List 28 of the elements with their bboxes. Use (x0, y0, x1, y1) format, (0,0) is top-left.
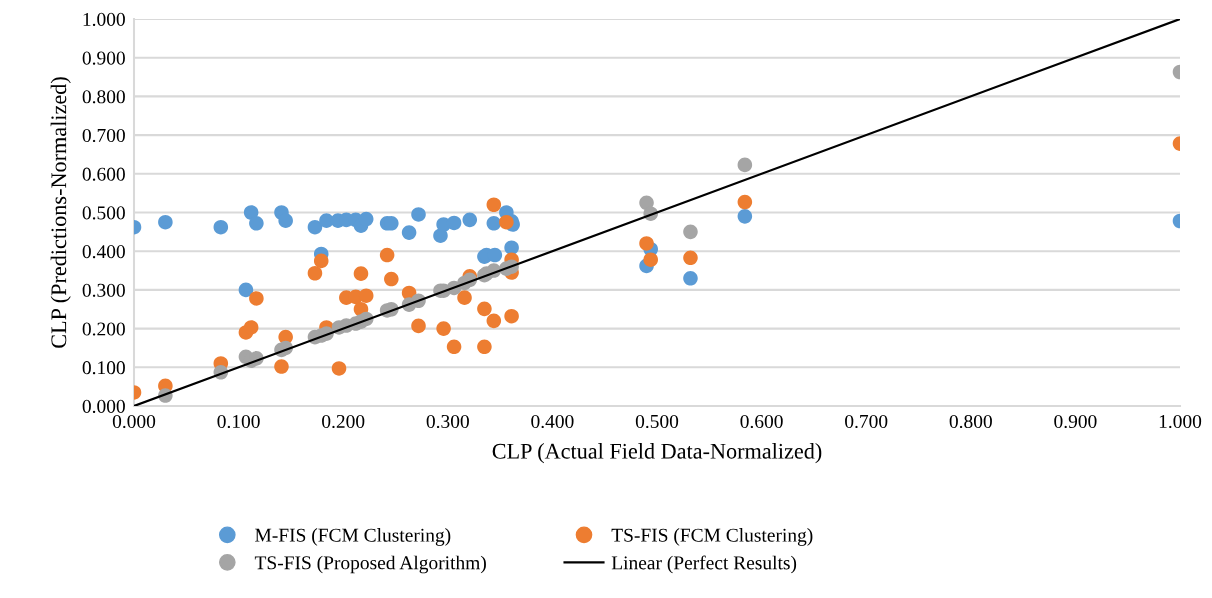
y-tick-label: 0.600 (82, 167, 125, 181)
x-tick-label: 0.100 (217, 414, 260, 429)
y-tick-label: 1.000 (83, 12, 125, 27)
x-tick-label: 0.000 (112, 414, 156, 429)
y-tick-label: 0.500 (82, 206, 125, 220)
y-tick-label: 0.000 (82, 399, 125, 414)
x-tick-label: 0.700 (845, 414, 888, 429)
x-tick-label: 0.800 (949, 414, 992, 429)
y-tick-label: 0.700 (82, 128, 125, 143)
y-tick-label: 0.100 (82, 361, 125, 375)
legend-label: TS-FIS (FCM Clustering) (611, 528, 813, 546)
x-tick-label: 1.000 (1159, 414, 1202, 429)
x-tick-label: 0.300 (426, 414, 469, 429)
x-tick-label: 0.400 (531, 414, 574, 429)
x-axis-title: CLP (Actual Field Data-Normalized) (492, 443, 822, 464)
legend-label: Linear (Perfect Results) (611, 555, 797, 574)
y-tick-label: 0.400 (82, 245, 125, 259)
y-tick-label: 0.900 (82, 51, 125, 65)
y-axis-title: CLP (Predictions-Normalized) (50, 77, 71, 348)
x-tick-label: 0.200 (322, 414, 365, 429)
x-tick-label: 0.900 (1054, 414, 1097, 429)
y-tick-label: 0.200 (82, 322, 125, 336)
legend-label: TS-FIS (Proposed Algorithm) (254, 555, 486, 574)
legend-label: M-FIS (FCM Clustering) (255, 528, 451, 546)
x-tick-label: 0.500 (635, 414, 679, 429)
y-tick-label: 0.800 (82, 90, 125, 104)
y-tick-label: 0.300 (82, 283, 125, 297)
x-tick-label: 0.600 (740, 414, 783, 429)
